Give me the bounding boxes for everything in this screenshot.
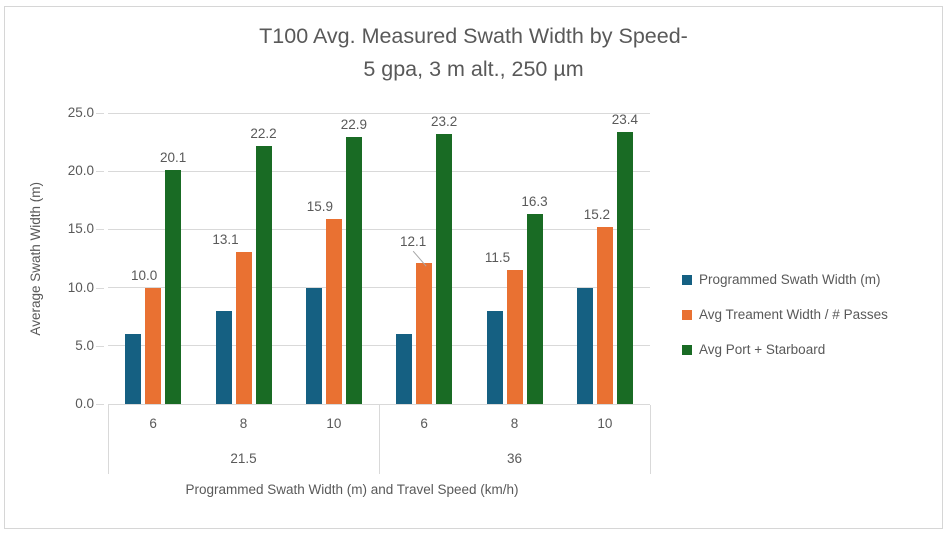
data-label: 23.2 [431,113,458,129]
data-label: 10.0 [131,267,158,283]
data-label: 23.4 [611,111,638,127]
x-category-label: 6 [420,416,428,431]
x-axis-divider [650,405,651,474]
x-axis-divider [108,405,109,474]
x-group-label: 36 [506,451,523,466]
x-category-label: 8 [239,416,248,431]
data-label: 22.2 [250,125,277,141]
chart-title: T100 Avg. Measured Swath Width by Speed-… [0,20,947,86]
data-label: 15.2 [583,207,610,223]
bar-port-starboard [165,170,182,404]
y-tick-label: 20.0 [67,163,94,179]
bar-port-starboard [526,214,543,404]
x-category-label: 6 [149,416,157,431]
x-category-label: 10 [597,416,613,431]
legend-swatch [682,309,692,320]
x-group-label: 21.5 [230,451,257,466]
chart-title-line2: 5 gpa, 3 m alt., 250 µm [363,57,584,81]
gridline [108,112,650,114]
y-tick-label: 0.0 [75,396,94,411]
bar-treatment [325,218,342,404]
y-axis-title-text: Average Swath Width (m) [27,181,43,336]
y-tick-mark [96,229,104,231]
y-tick-mark [96,171,104,173]
legend-label: Avg Treament Width / # Passes [699,307,888,322]
y-tick-mark [96,113,104,114]
data-label: 20.1 [160,150,187,166]
gridline [108,170,650,172]
legend-swatch [682,344,692,355]
bar-treatment [416,263,433,404]
data-label: 11.5 [484,250,511,266]
y-tick-label: 5.0 [75,337,94,353]
plot-area: 10.0 13.1 15.9 12.1 11.5 15.2 20.1 22.2 22.9 23.2… [108,111,650,405]
y-tick-mark [96,404,104,405]
legend-label: Programmed Swath Width (m) [699,272,881,287]
bar-port-starboard [345,137,362,404]
bar-programmed [396,334,413,404]
bar-treatment [506,270,523,404]
y-tick-label: 10.0 [67,279,94,295]
data-label: 16.3 [521,194,548,210]
x-axis-title: Programmed Swath Width (m) and Travel Sp… [185,482,519,497]
legend-item: Programmed Swath Width (m) [682,262,888,297]
y-tick-mark [96,345,104,347]
bar-treatment [235,251,252,404]
bar-programmed [305,287,322,404]
bar-port-starboard [436,133,453,404]
legend-item: Avg Treament Width / # Passes [682,297,888,332]
legend: Programmed Swath Width (m) Avg Treament W… [682,262,888,367]
data-label: 13.1 [212,231,239,247]
x-axis-divider [379,405,380,474]
data-label: 15.9 [306,198,333,214]
legend-swatch [682,274,692,285]
gridline [108,228,650,230]
bar-port-starboard [255,145,272,404]
data-label: 22.9 [340,117,367,133]
bar-treatment [596,227,613,404]
bar-port-starboard [616,131,633,404]
x-category-label: 8 [510,416,519,431]
y-tick-mark [96,287,104,289]
chart-border [4,6,943,529]
bar-programmed [576,287,593,404]
bar-treatment [145,287,162,404]
y-tick-label: 25.0 [67,105,94,120]
bar-programmed [125,334,142,404]
bar-programmed [486,310,503,404]
y-tick-label: 15.0 [67,221,94,237]
y-axis-title: Average Swath Width (m) [22,113,48,404]
legend-item: Avg Port + Starboard [682,332,888,367]
chart-title-line1: T100 Avg. Measured Swath Width by Speed- [259,24,688,48]
x-category-label: 10 [326,416,342,431]
gridline [108,345,650,347]
gridline [108,287,650,289]
bar-programmed [215,310,232,404]
legend-label: Avg Port + Starboard [699,342,826,357]
data-label: 12.1 [400,234,427,250]
gridline [108,403,650,405]
